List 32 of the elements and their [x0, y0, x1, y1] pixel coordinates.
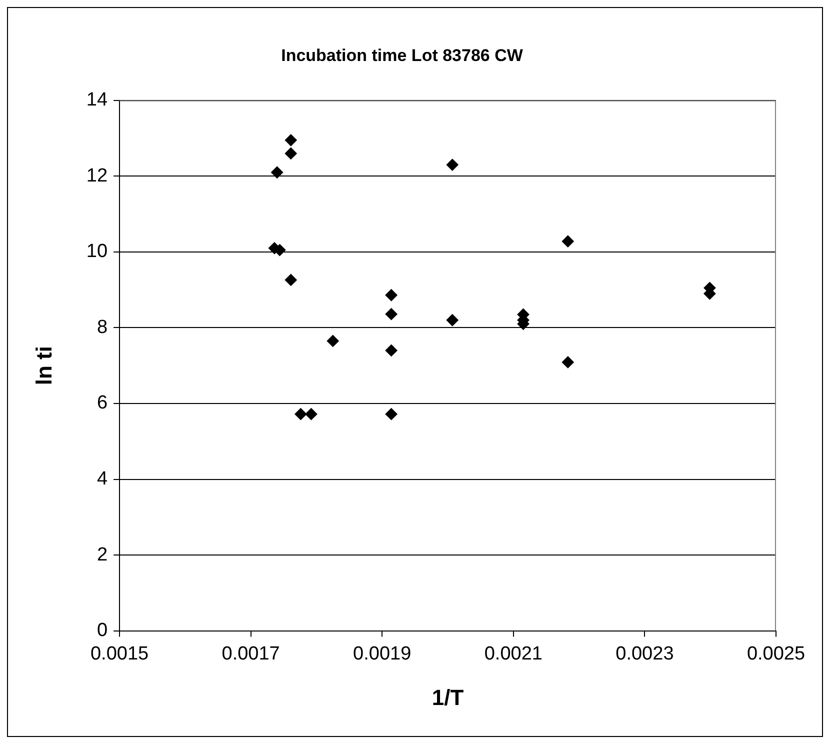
point — [385, 289, 398, 302]
point — [562, 356, 574, 368]
point — [385, 308, 398, 320]
point — [446, 158, 458, 171]
point — [305, 408, 318, 420]
y-tick-label: 0 — [96, 620, 108, 642]
chart-title: Incubation time Lot 83786 CW — [281, 46, 524, 65]
y-tick-label: 2 — [96, 544, 108, 566]
x-tick-label: 0.0017 — [222, 643, 280, 664]
point — [284, 274, 297, 286]
y-tick-label: 4 — [96, 468, 108, 490]
point — [284, 134, 297, 146]
point — [385, 344, 398, 356]
point — [271, 166, 284, 178]
point — [385, 408, 398, 420]
y-axis-title: ln ti — [31, 346, 56, 386]
y-tick-label: 10 — [86, 241, 108, 262]
point — [562, 235, 574, 248]
y-tick-label: 6 — [96, 392, 108, 414]
point — [284, 147, 297, 160]
x-tick-label: 0.0023 — [616, 643, 674, 664]
y-tick-label: 14 — [86, 90, 108, 111]
x-tick-label: 0.0021 — [484, 643, 542, 664]
x-tick-label: 0.0019 — [353, 643, 412, 664]
x-axis-title: 1/T — [432, 684, 464, 710]
x-tick-label: 0.0015 — [90, 643, 149, 664]
x-tick-label: 0.0025 — [746, 643, 806, 664]
point — [446, 314, 458, 326]
y-tick-label: 12 — [86, 165, 108, 186]
point — [326, 334, 339, 347]
y-tick-label: 8 — [96, 316, 108, 338]
point — [294, 408, 307, 420]
